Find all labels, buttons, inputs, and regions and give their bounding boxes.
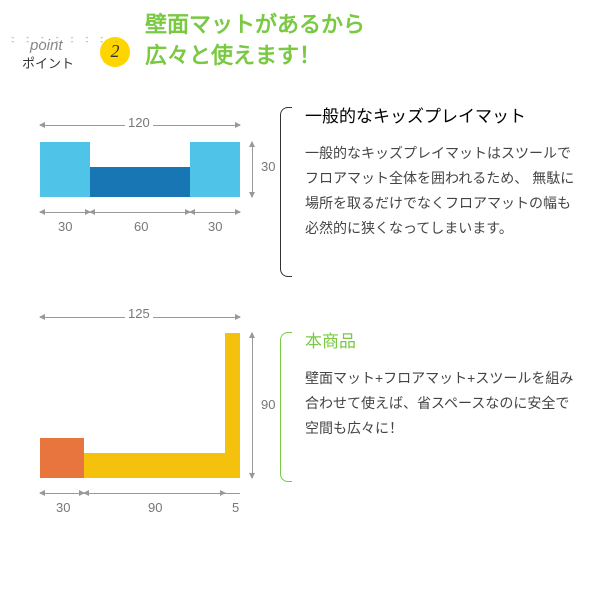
stool-right xyxy=(190,142,240,197)
dim-b3 xyxy=(190,212,240,213)
header: - - - - - - - - point ポイント 2 - - - - - -… xyxy=(0,0,600,97)
dim-top2-label: 125 xyxy=(125,306,153,321)
dots-bottom: - - - - - - - - xyxy=(10,37,121,47)
floor-mat2 xyxy=(84,453,240,478)
title-line1: 壁面マットがあるから xyxy=(145,12,365,37)
dim-b1 xyxy=(40,212,90,213)
diagram-product: 125 90 30 90 5 xyxy=(30,297,280,517)
bracket-icon xyxy=(280,107,292,277)
dim-b3-2 xyxy=(225,493,240,494)
dim-top-label: 120 xyxy=(125,115,153,130)
section-general: 120 30 30 60 30 一般的なキッズプレイマット 一般的なキッズプレイ… xyxy=(0,97,600,297)
dim-b2-2 xyxy=(84,493,225,494)
text-product: 本商品 壁面マット+フロアマット+スツールを組み合わせて使えば、省スペースなのに… xyxy=(280,297,582,517)
dim-b2-label: 60 xyxy=(131,219,151,234)
dim-right2 xyxy=(252,333,253,478)
point-jp: ポイント xyxy=(22,53,74,72)
main-title: 壁面マットがあるから 広々と使えます！ xyxy=(145,10,365,72)
dim-b2 xyxy=(90,212,190,213)
floor-mat xyxy=(90,167,190,197)
stool-left xyxy=(40,142,90,197)
dim-b1-2 xyxy=(40,493,84,494)
desc-general: 一般的なキッズプレイマットはスツールでフロアマット全体を囲われるため、 無駄に場… xyxy=(305,141,582,242)
desc-product: 壁面マット+フロアマット+スツールを組み合わせて使えば、省スペースなのに安全で空… xyxy=(305,366,582,442)
section-product: 125 90 30 90 5 本商品 壁面マット+フロアマット+スツールを組み合… xyxy=(0,297,600,537)
dim-b3-2-label: 5 xyxy=(229,500,242,515)
subtitle-general: 一般的なキッズプレイマット xyxy=(305,102,582,127)
title-line2: 広々と使えます！ xyxy=(145,43,321,68)
dim-b3-label: 30 xyxy=(205,219,225,234)
diagram-general: 120 30 30 60 30 xyxy=(30,97,280,277)
dim-b2-2-label: 90 xyxy=(145,500,165,515)
text-general: 一般的なキッズプレイマット 一般的なキッズプレイマットはスツールでフロアマット全… xyxy=(280,97,582,277)
dim-b1-label: 30 xyxy=(55,219,75,234)
dim-right-label: 30 xyxy=(258,159,278,174)
subtitle-product: 本商品 xyxy=(305,327,582,352)
dim-right xyxy=(252,142,253,197)
stool2 xyxy=(40,438,84,478)
dim-b1-2-label: 30 xyxy=(53,500,73,515)
dim-right2-label: 90 xyxy=(258,397,278,412)
bracket-icon-green xyxy=(280,332,292,482)
